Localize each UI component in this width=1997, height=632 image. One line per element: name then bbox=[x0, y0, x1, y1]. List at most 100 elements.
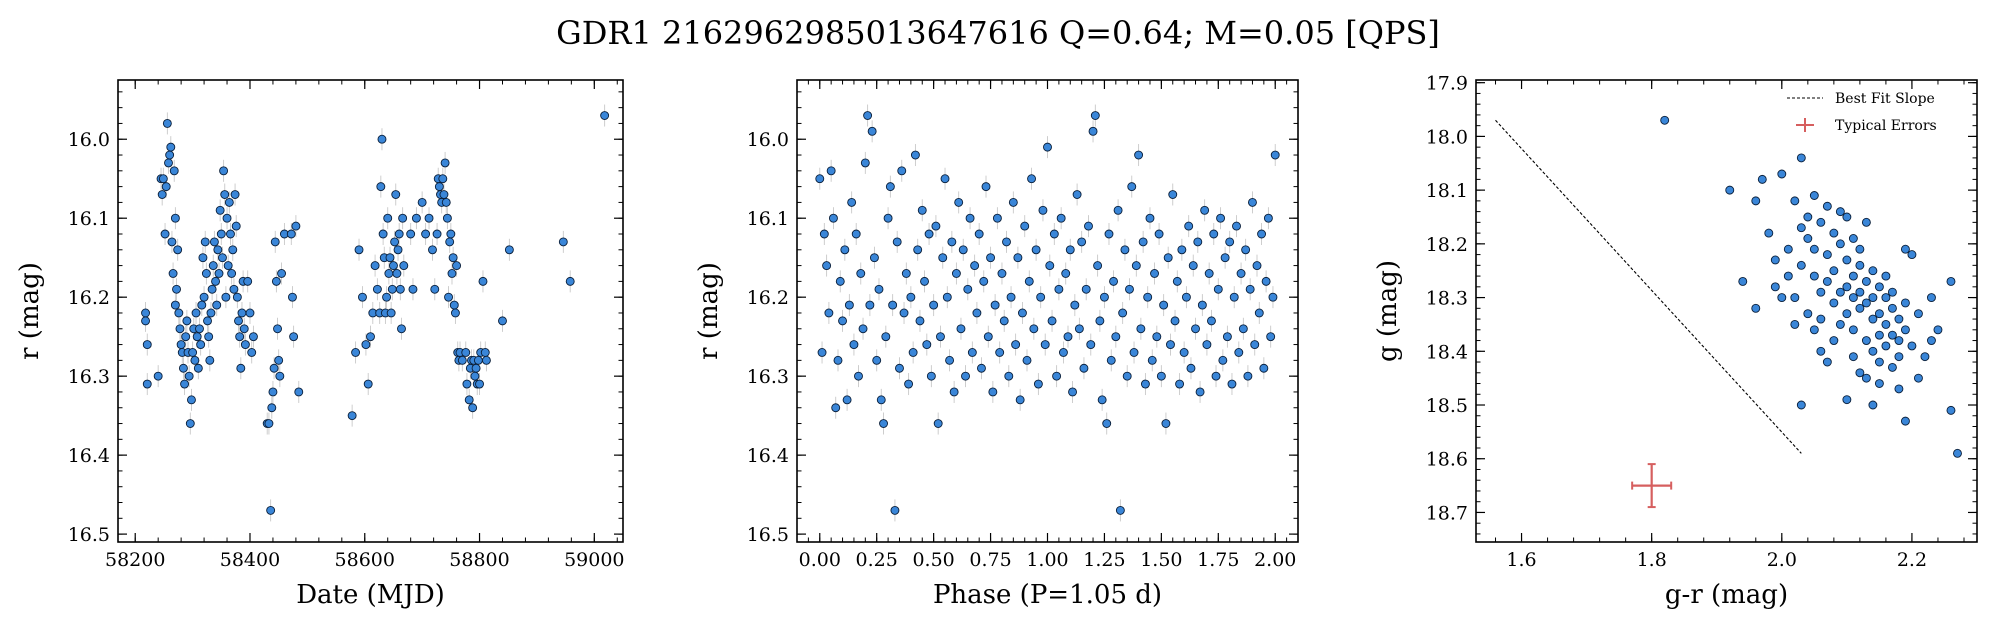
data-point bbox=[1920, 352, 1930, 362]
data-point bbox=[867, 126, 877, 136]
data-point bbox=[471, 363, 481, 373]
data-point bbox=[217, 253, 227, 263]
data-point bbox=[389, 261, 398, 271]
data-point bbox=[1835, 207, 1845, 217]
data-point bbox=[1125, 284, 1134, 294]
data-point bbox=[824, 308, 834, 318]
data-point bbox=[213, 245, 223, 255]
data-point bbox=[199, 292, 209, 302]
data-point bbox=[1011, 340, 1021, 350]
best-fit-line bbox=[1495, 119, 1802, 454]
data-point bbox=[961, 371, 970, 381]
y-tick-label: 18.5 bbox=[1426, 395, 1468, 417]
y-tick-label: 16.4 bbox=[68, 445, 110, 467]
data-point bbox=[1842, 212, 1852, 222]
data-point bbox=[498, 316, 507, 326]
y-tick-label: 18.6 bbox=[1426, 449, 1468, 471]
data-point bbox=[397, 324, 406, 334]
y-tick-label: 16.5 bbox=[68, 524, 110, 546]
data-point bbox=[565, 276, 575, 286]
data-point bbox=[1868, 266, 1878, 276]
data-points bbox=[141, 111, 610, 515]
data-point bbox=[1147, 355, 1157, 365]
data-point bbox=[264, 419, 274, 428]
data-point bbox=[1152, 332, 1162, 342]
data-point bbox=[1118, 308, 1128, 318]
data-point bbox=[1829, 228, 1839, 238]
data-point bbox=[406, 229, 416, 239]
data-point bbox=[869, 253, 879, 263]
data-points bbox=[1660, 115, 1962, 458]
typical-error-marker bbox=[1631, 463, 1673, 509]
data-point bbox=[1241, 245, 1251, 255]
data-point bbox=[1796, 153, 1806, 163]
data-point bbox=[1127, 182, 1137, 192]
data-point bbox=[1894, 352, 1904, 362]
data-point bbox=[1084, 221, 1093, 231]
data-point bbox=[1822, 357, 1832, 367]
data-point bbox=[1140, 379, 1150, 389]
data-point bbox=[195, 324, 204, 334]
data-point bbox=[997, 269, 1007, 278]
data-point bbox=[1848, 234, 1858, 243]
data-point bbox=[1229, 292, 1239, 302]
data-point bbox=[995, 348, 1005, 357]
data-point bbox=[1238, 324, 1248, 334]
data-point bbox=[1874, 309, 1884, 319]
data-point bbox=[441, 197, 451, 207]
data-point bbox=[1056, 213, 1066, 223]
data-point bbox=[175, 324, 185, 334]
data-point bbox=[1156, 371, 1166, 381]
data-point bbox=[1170, 316, 1180, 326]
data-point bbox=[1855, 287, 1865, 297]
data-point bbox=[1887, 287, 1897, 297]
data-point bbox=[838, 316, 847, 326]
data-point bbox=[198, 253, 208, 263]
data-point bbox=[1261, 276, 1271, 286]
data-point bbox=[1161, 419, 1171, 428]
data-point bbox=[182, 316, 192, 326]
data-point bbox=[1027, 174, 1037, 184]
data-point bbox=[1191, 324, 1200, 334]
data-point bbox=[1751, 196, 1761, 206]
data-point bbox=[1058, 348, 1068, 357]
data-point bbox=[430, 284, 440, 294]
data-point bbox=[819, 229, 829, 239]
data-point bbox=[826, 166, 836, 176]
data-point bbox=[1099, 292, 1109, 302]
data-point bbox=[1270, 150, 1280, 160]
data-point bbox=[449, 300, 459, 310]
data-point bbox=[1881, 271, 1891, 281]
data-point bbox=[268, 387, 278, 397]
data-point bbox=[1181, 292, 1191, 302]
data-point bbox=[1842, 395, 1852, 405]
data-point bbox=[439, 190, 449, 199]
data-point bbox=[1020, 221, 1030, 231]
data-point bbox=[204, 332, 214, 342]
data-point bbox=[1257, 229, 1267, 239]
data-point bbox=[1104, 229, 1114, 239]
data-point bbox=[275, 371, 285, 381]
data-point bbox=[895, 363, 904, 373]
data-point bbox=[1874, 379, 1884, 388]
data-point bbox=[874, 284, 884, 294]
data-point bbox=[883, 213, 893, 223]
data-point bbox=[1855, 368, 1865, 378]
data-point bbox=[1268, 292, 1278, 302]
y-axis-label: r (mag) bbox=[694, 262, 724, 360]
data-point bbox=[162, 118, 172, 128]
data-point bbox=[1177, 245, 1187, 255]
data-point bbox=[1927, 293, 1936, 303]
data-point bbox=[444, 292, 453, 302]
data-point bbox=[1738, 277, 1748, 286]
y-tick-label: 16.5 bbox=[747, 524, 789, 546]
data-point bbox=[289, 332, 299, 342]
data-point bbox=[434, 182, 444, 192]
data-point bbox=[1835, 319, 1845, 329]
data-point bbox=[478, 276, 488, 286]
data-point bbox=[1145, 213, 1155, 223]
data-point bbox=[892, 237, 902, 247]
data-point bbox=[291, 221, 301, 231]
data-point bbox=[1079, 363, 1089, 373]
data-point bbox=[1829, 298, 1839, 308]
